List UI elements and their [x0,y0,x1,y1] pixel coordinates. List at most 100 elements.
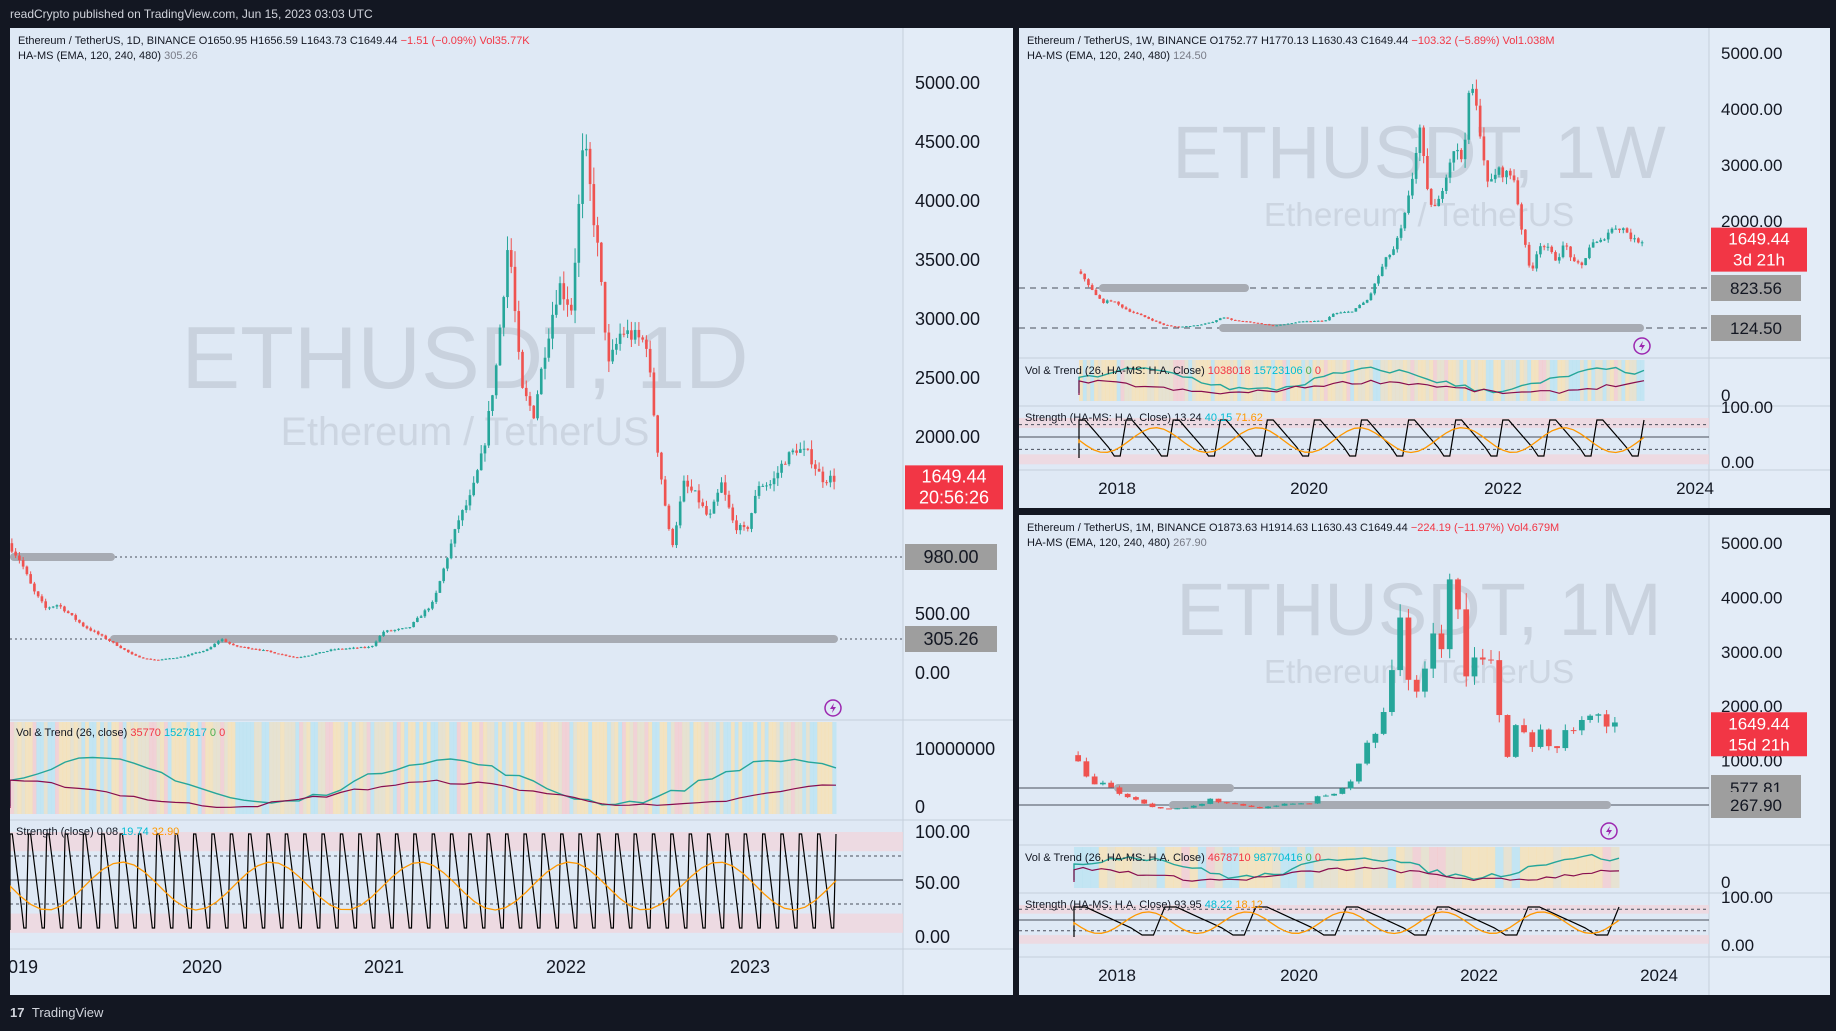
candle-body [205,649,209,651]
candle-body [1478,105,1482,137]
trend-background [1396,847,1405,888]
trend-background [227,722,233,814]
trend-background [479,722,484,814]
trend-background [1527,360,1532,401]
candle-body [1355,763,1362,782]
trend-background [329,722,334,814]
candle-body [280,654,284,656]
candle-body [1493,174,1497,180]
trend-background [505,722,510,814]
trend-background [1293,360,1298,401]
candle-body [449,543,453,559]
candle-body [825,482,828,484]
candle-body [1120,304,1124,308]
trend-background [1436,360,1442,401]
trend-background [753,722,758,814]
trend-background [783,722,788,814]
candle-body [675,525,678,546]
candle-body [1384,257,1388,267]
trend-background [122,722,127,814]
candle-body [284,654,288,656]
candle-body [1132,311,1135,313]
candle-body [209,647,213,650]
level-tag-box [1711,315,1801,341]
trend-background [1440,360,1445,401]
price-tick-label: 3000.00 [915,309,980,329]
candle-body [1151,318,1154,321]
trend-background [235,722,240,814]
candle-body [554,304,558,315]
candle-body [1260,323,1264,325]
candle-body [682,480,686,502]
candle-body [427,608,430,611]
chart-pane-daily[interactable]: ETHUSDT, 1D Ethereum / TetherUS Ethereum /… [10,28,1013,995]
trend-background [1090,847,1100,888]
candle-body [1633,238,1636,240]
candle-body [337,648,340,650]
bar-countdown-label: 3d 21h [1733,251,1785,270]
candle-body [108,638,111,642]
trend-background [1272,847,1281,888]
candle-body [1273,805,1280,807]
trend-background [77,722,82,814]
candle-body [472,482,476,496]
candle-body [1587,715,1593,720]
candle-body [1306,803,1313,805]
candle-body [1105,300,1109,303]
candle-body [126,649,130,653]
trend-background [1613,360,1619,401]
chart-pane-monthly[interactable]: ETHUSDT, 1M Ethereum / TetherUS Ethereum /… [1019,515,1830,995]
legend-indicator: HA-MS (EMA, 120, 240, 480) 305.26 [18,50,198,62]
trend-background [1433,360,1438,401]
candle-body [1083,761,1090,777]
candle-body [1448,162,1452,178]
trend-background [708,722,713,814]
price-tick-label: 2500.00 [915,368,980,388]
trend-background [621,722,627,814]
trend-background [261,722,266,814]
candle-body [1565,245,1569,247]
trend-background [539,722,544,814]
trend-background [464,722,469,814]
trend-background [1218,360,1223,401]
trend-background [1625,360,1630,401]
candle-body [498,327,502,366]
candle-body [1362,302,1365,305]
chart-pane-weekly[interactable]: ETHUSDT, 1W Ethereum / TetherUS Ethereum /… [1019,28,1830,508]
candle-body [318,652,322,654]
overbought-zone [1019,418,1709,428]
trend-background [276,722,281,814]
trend-background [1399,360,1404,401]
trend-background [1123,847,1133,888]
candle-body [791,450,795,453]
trend-background [426,722,432,814]
trend-background [1263,847,1273,888]
volume-legend: Vol & Trend (26, close) 35770 1527817 0 … [16,727,225,739]
candle-body [630,330,633,340]
trend-background [580,722,585,814]
trend-background [1528,847,1537,888]
candle-body [1154,320,1158,322]
candle-body [344,648,348,650]
candle-body [637,329,641,338]
candle-body [1211,322,1215,324]
trend-background [1395,360,1400,401]
volume-trend-line [1073,853,1620,881]
candle-body [1527,244,1531,266]
candle-body [1595,714,1602,716]
candle-body [806,448,810,450]
candle-body [1545,729,1552,747]
candle-body [1282,324,1286,326]
trend-background [21,722,26,814]
trend-background [749,722,754,814]
trend-background [1538,360,1543,401]
trend-background [1350,360,1355,401]
flash-icon [1600,822,1618,840]
candle-body [753,495,757,514]
trend-background [1591,360,1596,401]
trend-background [212,722,217,814]
trend-background [1222,360,1227,401]
